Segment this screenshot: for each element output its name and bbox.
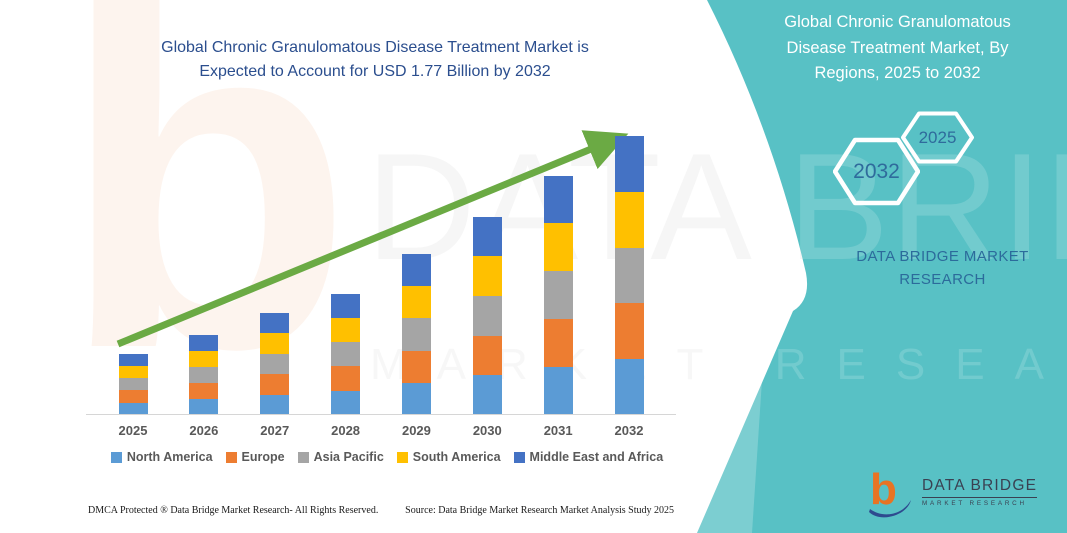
- bar-segment-north-america: [260, 394, 290, 415]
- bar-segment-south-america: [331, 317, 361, 343]
- logo-divider: [922, 497, 1038, 498]
- bar-segment-europe: [189, 382, 219, 399]
- bar-segment-europe: [472, 335, 502, 376]
- legend-swatch-icon: [513, 451, 525, 463]
- legend-label: Europe: [241, 450, 285, 464]
- footer-copyright: DMCA Protected ® Data Bridge Market Rese…: [88, 505, 379, 516]
- bar-segment-asia-pacific: [543, 271, 573, 320]
- bar-segment-south-america: [118, 365, 148, 379]
- bar-segment-south-america: [543, 223, 573, 272]
- hexagon-year-label: 2025: [918, 127, 957, 147]
- stacked-bar-2027: [260, 312, 290, 415]
- bar-segment-middle-east-and-africa: [472, 216, 502, 257]
- bar-segment-asia-pacific: [614, 247, 644, 304]
- x-axis-label-2025: 2025: [118, 423, 148, 438]
- bar-segment-asia-pacific: [118, 378, 148, 391]
- footer: DMCA Protected ® Data Bridge Market Rese…: [88, 505, 674, 516]
- x-axis-label-2030: 2030: [472, 423, 502, 438]
- hexagon-2025: 2025: [901, 111, 974, 164]
- panel-brand-text: DATA BRIDGE MARKET RESEARCH: [856, 248, 1029, 289]
- logo-subtitle: MARKET RESEARCH: [922, 500, 1027, 507]
- svg-text:b: b: [870, 466, 897, 514]
- company-logo: b DATA BRIDGE MARKET RESEARCH: [868, 466, 1038, 518]
- x-axis-line: [86, 414, 676, 415]
- x-axis-label-2032: 2032: [614, 423, 644, 438]
- bar-segment-north-america: [401, 382, 431, 415]
- bar-segment-south-america: [614, 191, 644, 248]
- chart-legend: North America Europe Asia Pacific South Ame…: [80, 450, 694, 464]
- bar-segment-north-america: [118, 402, 148, 415]
- x-axis-label-2026: 2026: [189, 423, 219, 438]
- legend-swatch-icon: [110, 451, 122, 463]
- footer-source: Source: Data Bridge Market Research Mark…: [405, 505, 674, 516]
- bar-segment-middle-east-and-africa: [331, 293, 361, 318]
- logo-text: DATA BRIDGE MARKET RESEARCH: [922, 477, 1038, 507]
- stacked-bar-2025: [118, 353, 148, 415]
- x-axis-label-2028: 2028: [331, 423, 361, 438]
- bar-segment-south-america: [472, 256, 502, 296]
- x-axis-label-2031: 2031: [543, 423, 573, 438]
- legend-label: South America: [412, 450, 501, 464]
- data-bridge-logo-icon: b: [869, 466, 911, 518]
- bar-segment-asia-pacific: [331, 342, 361, 367]
- bar-segment-north-america: [614, 359, 644, 415]
- bar-segment-asia-pacific: [189, 366, 219, 383]
- bar-segment-middle-east-and-africa: [118, 353, 148, 366]
- legend-swatch-icon: [297, 451, 309, 463]
- legend-item-asia-pacific: Asia Pacific: [297, 450, 384, 464]
- bar-segment-europe: [260, 374, 290, 395]
- bar-segment-middle-east-and-africa: [401, 254, 431, 287]
- bar-segment-south-america: [401, 286, 431, 319]
- bar-segment-europe: [118, 390, 148, 403]
- legend-item-europe: Europe: [225, 450, 285, 464]
- legend-label: Asia Pacific: [313, 450, 384, 464]
- bar-segment-europe: [543, 319, 573, 368]
- stacked-bar-2030: [472, 216, 502, 415]
- bar-segment-north-america: [331, 390, 361, 415]
- bar-segment-asia-pacific: [472, 295, 502, 336]
- bar-segment-asia-pacific: [401, 318, 431, 351]
- panel-title: Global Chronic Granulomatous Disease Tre…: [784, 13, 1011, 83]
- x-axis-label-2029: 2029: [401, 423, 431, 438]
- x-axis-label-2027: 2027: [260, 423, 290, 438]
- legend-item-south-america: South America: [396, 450, 501, 464]
- legend-label: Middle East and Africa: [529, 450, 664, 464]
- legend-item-north-america: North America: [110, 450, 213, 464]
- bar-segment-europe: [401, 350, 431, 383]
- legend-label: North America: [126, 450, 213, 464]
- legend-item-middle-east-and-africa: Middle East and Africa: [513, 450, 664, 464]
- bar-segment-middle-east-and-africa: [614, 136, 644, 192]
- stacked-bar-2026: [189, 334, 219, 415]
- bar-segment-north-america: [189, 398, 219, 415]
- stacked-bar-2029: [401, 254, 431, 415]
- stacked-bar-2031: [543, 175, 573, 415]
- bar-segment-north-america: [543, 367, 573, 415]
- bar-segment-asia-pacific: [260, 353, 290, 374]
- logo-name: DATA BRIDGE: [922, 477, 1038, 494]
- legend-swatch-icon: [396, 451, 408, 463]
- stacked-bar-2032: [614, 136, 644, 415]
- legend-swatch-icon: [225, 451, 237, 463]
- chart-headline: Global Chronic Granulomatous Disease Tre…: [161, 39, 589, 80]
- bar-segment-middle-east-and-africa: [543, 175, 573, 224]
- bar-segment-europe: [331, 366, 361, 391]
- bar-segment-south-america: [189, 350, 219, 367]
- stacked-bar-2028: [331, 293, 361, 415]
- bar-segment-south-america: [260, 333, 290, 354]
- bar-segment-middle-east-and-africa: [189, 334, 219, 351]
- bar-segment-middle-east-and-africa: [260, 312, 290, 333]
- bar-segment-north-america: [472, 375, 502, 415]
- bar-segment-europe: [614, 303, 644, 360]
